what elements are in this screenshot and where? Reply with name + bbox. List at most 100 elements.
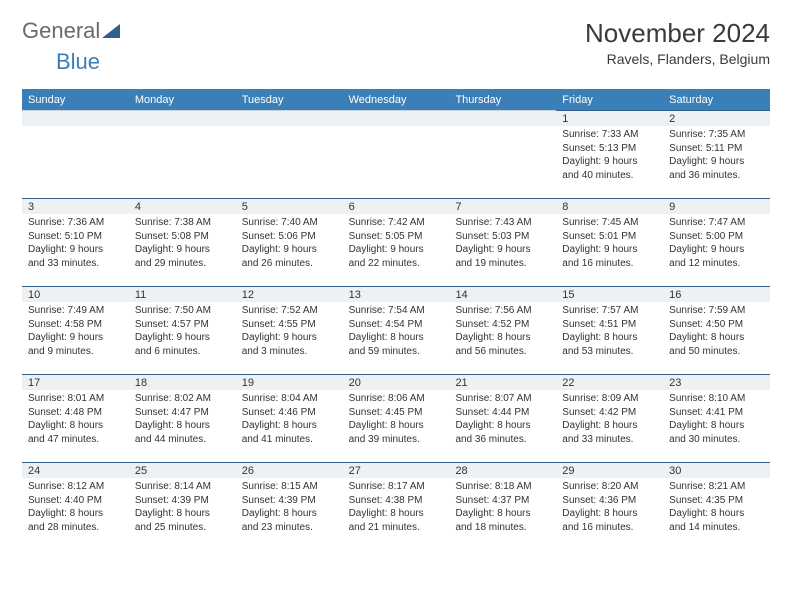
sunset: Sunset: 4:55 PM (242, 318, 337, 332)
day-number (449, 110, 556, 126)
daylight-line1: Daylight: 9 hours (562, 243, 657, 257)
day-number: 25 (129, 462, 236, 478)
sunset: Sunset: 4:51 PM (562, 318, 657, 332)
daylight-line1: Daylight: 9 hours (669, 243, 764, 257)
day-number: 6 (343, 198, 450, 214)
day-cell (236, 110, 343, 198)
day-number: 10 (22, 286, 129, 302)
weeks-container: 1Sunrise: 7:33 AMSunset: 5:13 PMDaylight… (22, 110, 770, 550)
dayhead-tue: Tuesday (236, 89, 343, 110)
sunrise: Sunrise: 7:42 AM (349, 216, 444, 230)
day-number: 22 (556, 374, 663, 390)
day-details: Sunrise: 7:38 AMSunset: 5:08 PMDaylight:… (129, 214, 236, 276)
daylight-line1: Daylight: 8 hours (562, 507, 657, 521)
daylight-line2: and 40 minutes. (562, 169, 657, 183)
day-number: 8 (556, 198, 663, 214)
daylight-line1: Daylight: 8 hours (455, 419, 550, 433)
sunset: Sunset: 4:54 PM (349, 318, 444, 332)
sunrise: Sunrise: 8:20 AM (562, 480, 657, 494)
day-details: Sunrise: 7:49 AMSunset: 4:58 PMDaylight:… (22, 302, 129, 364)
day-details: Sunrise: 7:54 AMSunset: 4:54 PMDaylight:… (343, 302, 450, 364)
daylight-line2: and 18 minutes. (455, 521, 550, 535)
daylight-line2: and 25 minutes. (135, 521, 230, 535)
day-cell (129, 110, 236, 198)
daylight-line2: and 28 minutes. (28, 521, 123, 535)
daylight-line2: and 56 minutes. (455, 345, 550, 359)
daylight-line1: Daylight: 8 hours (349, 419, 444, 433)
day-details: Sunrise: 7:52 AMSunset: 4:55 PMDaylight:… (236, 302, 343, 364)
location: Ravels, Flanders, Belgium (585, 51, 770, 67)
daylight-line2: and 23 minutes. (242, 521, 337, 535)
daylight-line1: Daylight: 9 hours (669, 155, 764, 169)
day-cell: 27Sunrise: 8:17 AMSunset: 4:38 PMDayligh… (343, 462, 450, 550)
sunrise: Sunrise: 7:47 AM (669, 216, 764, 230)
dayhead-thu: Thursday (449, 89, 556, 110)
day-number: 15 (556, 286, 663, 302)
sunset: Sunset: 4:36 PM (562, 494, 657, 508)
sunrise: Sunrise: 7:59 AM (669, 304, 764, 318)
day-cell: 15Sunrise: 7:57 AMSunset: 4:51 PMDayligh… (556, 286, 663, 374)
sunrise: Sunrise: 8:18 AM (455, 480, 550, 494)
daylight-line1: Daylight: 9 hours (28, 331, 123, 345)
day-cell: 20Sunrise: 8:06 AMSunset: 4:45 PMDayligh… (343, 374, 450, 462)
day-number: 21 (449, 374, 556, 390)
day-details: Sunrise: 8:10 AMSunset: 4:41 PMDaylight:… (663, 390, 770, 452)
sunrise: Sunrise: 7:38 AM (135, 216, 230, 230)
day-number (343, 110, 450, 126)
sunset: Sunset: 4:39 PM (135, 494, 230, 508)
sunset: Sunset: 5:13 PM (562, 142, 657, 156)
day-number: 30 (663, 462, 770, 478)
daylight-line1: Daylight: 9 hours (28, 243, 123, 257)
day-cell: 6Sunrise: 7:42 AMSunset: 5:05 PMDaylight… (343, 198, 450, 286)
day-cell: 12Sunrise: 7:52 AMSunset: 4:55 PMDayligh… (236, 286, 343, 374)
sunrise: Sunrise: 7:54 AM (349, 304, 444, 318)
day-cell: 11Sunrise: 7:50 AMSunset: 4:57 PMDayligh… (129, 286, 236, 374)
sunset: Sunset: 5:08 PM (135, 230, 230, 244)
daylight-line2: and 30 minutes. (669, 433, 764, 447)
day-number: 29 (556, 462, 663, 478)
sunset: Sunset: 4:38 PM (349, 494, 444, 508)
daylight-line1: Daylight: 8 hours (28, 419, 123, 433)
day-cell: 25Sunrise: 8:14 AMSunset: 4:39 PMDayligh… (129, 462, 236, 550)
day-details: Sunrise: 8:01 AMSunset: 4:48 PMDaylight:… (22, 390, 129, 452)
day-cell: 10Sunrise: 7:49 AMSunset: 4:58 PMDayligh… (22, 286, 129, 374)
daylight-line1: Daylight: 8 hours (455, 331, 550, 345)
week-row: 17Sunrise: 8:01 AMSunset: 4:48 PMDayligh… (22, 374, 770, 462)
day-cell: 22Sunrise: 8:09 AMSunset: 4:42 PMDayligh… (556, 374, 663, 462)
day-details: Sunrise: 7:43 AMSunset: 5:03 PMDaylight:… (449, 214, 556, 276)
daylight-line1: Daylight: 8 hours (242, 419, 337, 433)
day-details: Sunrise: 8:17 AMSunset: 4:38 PMDaylight:… (343, 478, 450, 540)
day-details: Sunrise: 7:56 AMSunset: 4:52 PMDaylight:… (449, 302, 556, 364)
day-cell (449, 110, 556, 198)
day-number: 24 (22, 462, 129, 478)
logo-triangle-icon (102, 18, 120, 44)
day-details: Sunrise: 8:06 AMSunset: 4:45 PMDaylight:… (343, 390, 450, 452)
day-cell: 2Sunrise: 7:35 AMSunset: 5:11 PMDaylight… (663, 110, 770, 198)
logo-text-gray: General (22, 18, 100, 44)
day-details (22, 126, 129, 134)
day-cell: 24Sunrise: 8:12 AMSunset: 4:40 PMDayligh… (22, 462, 129, 550)
day-details: Sunrise: 8:20 AMSunset: 4:36 PMDaylight:… (556, 478, 663, 540)
week-row: 10Sunrise: 7:49 AMSunset: 4:58 PMDayligh… (22, 286, 770, 374)
day-cell: 19Sunrise: 8:04 AMSunset: 4:46 PMDayligh… (236, 374, 343, 462)
daylight-line1: Daylight: 8 hours (349, 507, 444, 521)
daylight-line2: and 6 minutes. (135, 345, 230, 359)
day-details: Sunrise: 8:14 AMSunset: 4:39 PMDaylight:… (129, 478, 236, 540)
daylight-line1: Daylight: 8 hours (669, 507, 764, 521)
daylight-line1: Daylight: 9 hours (349, 243, 444, 257)
day-cell: 17Sunrise: 8:01 AMSunset: 4:48 PMDayligh… (22, 374, 129, 462)
sunset: Sunset: 4:44 PM (455, 406, 550, 420)
daylight-line2: and 16 minutes. (562, 521, 657, 535)
sunrise: Sunrise: 8:04 AM (242, 392, 337, 406)
sunrise: Sunrise: 8:17 AM (349, 480, 444, 494)
dayhead-wed: Wednesday (343, 89, 450, 110)
sunrise: Sunrise: 8:21 AM (669, 480, 764, 494)
dayhead-fri: Friday (556, 89, 663, 110)
daylight-line2: and 12 minutes. (669, 257, 764, 271)
week-row: 3Sunrise: 7:36 AMSunset: 5:10 PMDaylight… (22, 198, 770, 286)
day-number: 3 (22, 198, 129, 214)
day-number: 27 (343, 462, 450, 478)
sunset: Sunset: 4:40 PM (28, 494, 123, 508)
daylight-line2: and 44 minutes. (135, 433, 230, 447)
day-number: 23 (663, 374, 770, 390)
